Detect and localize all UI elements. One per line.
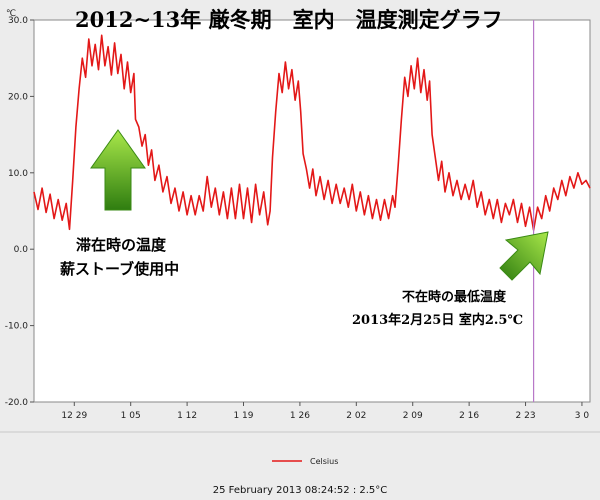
series-line-celsius: [33, 34, 591, 231]
annotation-present-line2: 薪ストーブ使用中: [60, 260, 179, 278]
arrow-diagonal-icon: [499, 231, 549, 281]
y-axis-ticks: 30.0 20.0 10.0 0.0 -10.0 -20.0: [5, 16, 34, 408]
status-readout: 25 February 2013 08:24:52 : 2.5°C: [213, 485, 388, 496]
y-tick-label: -10.0: [5, 322, 29, 332]
x-tick-label: 12 29: [61, 411, 87, 421]
x-tick-label: 3 0: [575, 411, 590, 421]
y-tick-label: 0.0: [14, 245, 29, 255]
x-axis-ticks: 12 29 1 05 1 12 1 19 1 26 2 02 2 09 2 16 2 23 3 0: [61, 402, 589, 421]
annotation-absent-line1: 不在時の最低温度: [402, 289, 507, 305]
x-tick-label: 2 09: [403, 411, 423, 421]
x-tick-label: 1 19: [233, 411, 253, 421]
arrow-up-icon: [90, 129, 146, 211]
x-tick-label: 1 05: [121, 411, 141, 421]
x-tick-label: 2 02: [346, 411, 366, 421]
y-tick-label: 30.0: [8, 16, 28, 26]
x-tick-label: 2 23: [516, 411, 536, 421]
y-tick-label: -20.0: [5, 398, 29, 408]
legend-label-celsius: Celsius: [310, 457, 338, 466]
chart-title: 2012~13年 厳冬期 室内 温度測定グラフ: [75, 7, 503, 32]
x-tick-label: 1 12: [177, 411, 197, 421]
annotation-present-line1: 滞在時の温度: [76, 236, 167, 254]
annotation-absent-line2: 2013年2月25日 室内2.5℃: [352, 312, 523, 328]
y-tick-label: 20.0: [8, 92, 28, 102]
y-axis-unit-label: ℃: [6, 9, 16, 19]
y-tick-label: 10.0: [8, 169, 28, 179]
x-tick-label: 1 26: [290, 411, 310, 421]
plot-area: [33, 19, 591, 403]
x-tick-label: 2 16: [459, 411, 479, 421]
